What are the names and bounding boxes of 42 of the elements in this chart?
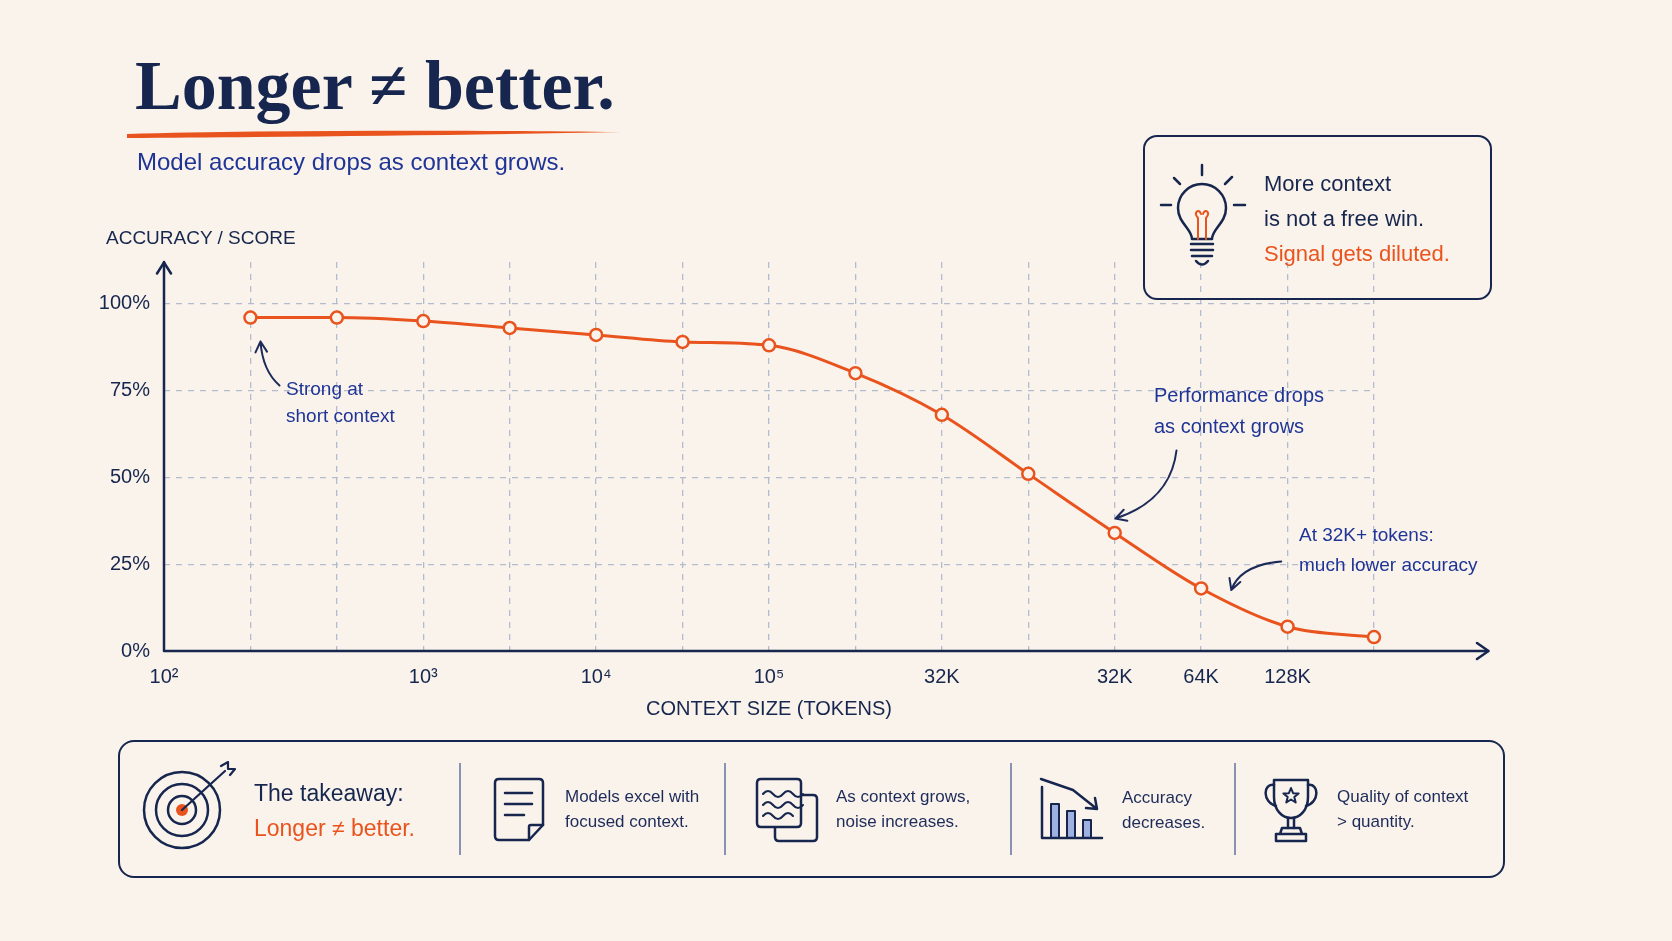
chart-title: Longer ≠ better.: [135, 47, 615, 125]
point: [934, 407, 950, 423]
point: [675, 334, 690, 350]
x-tick-label: 32K: [924, 664, 961, 687]
point: [1366, 629, 1382, 645]
x-axis-title: CONTEXT SIZE (TOKENS): [646, 696, 892, 719]
chart-subtitle: Model accuracy drops as context grows.: [137, 148, 566, 176]
x-tick-label: 10⁵: [753, 664, 785, 687]
y-tick-label: 50%: [109, 464, 151, 487]
annotation: Performance drops as context grows: [1154, 383, 1325, 439]
x-tick-label: 10⁴: [580, 664, 612, 687]
text: Longer ≠ better.: [254, 814, 415, 842]
y-tick-label: 75%: [109, 378, 151, 401]
annotation: Strong at short context: [286, 377, 395, 428]
point: [329, 310, 345, 325]
point: [848, 365, 863, 381]
y-axis-title: ACCURACY / SCORE: [106, 226, 296, 250]
y-tick-label: 100%: [98, 291, 151, 314]
y-tick-label: 0%: [121, 638, 151, 661]
x-tick-label: 64K: [1183, 664, 1220, 687]
point: [502, 320, 517, 336]
point: [761, 338, 777, 353]
y-tick-label: 25%: [109, 551, 151, 574]
x-tick-label: 32K: [1096, 664, 1134, 687]
annotation: Signal gets diluted.: [1264, 239, 1450, 268]
point: [1193, 581, 1209, 596]
text: Quality of context > quantity.: [1337, 786, 1469, 833]
point: [416, 313, 431, 329]
point: [1280, 619, 1295, 634]
point: [1021, 466, 1036, 482]
annotation: At 32K+ tokens: much lower accuracy: [1299, 523, 1478, 577]
x-tick-label: 128K: [1264, 664, 1312, 687]
text: Accuracy decreases.: [1122, 787, 1206, 834]
text: As context grows, noise increases.: [836, 786, 971, 833]
text: Models excel with focused context.: [565, 786, 700, 833]
point: [243, 310, 258, 325]
x-tick-label: 10³: [408, 664, 439, 687]
point: [1107, 525, 1122, 541]
point: [588, 327, 604, 343]
text: The takeaway:: [254, 779, 404, 807]
text: More context is not a free win.: [1264, 169, 1425, 233]
x-tick-label: 10²: [149, 664, 179, 687]
